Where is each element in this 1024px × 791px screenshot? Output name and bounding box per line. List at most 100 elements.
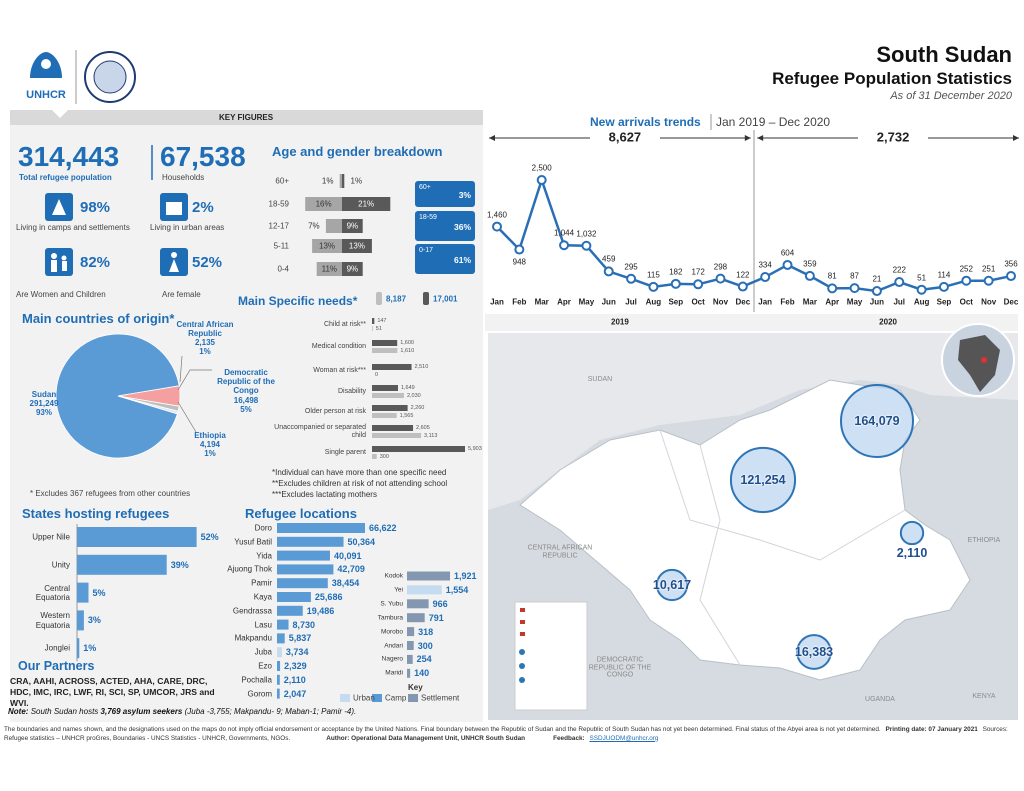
value-label: 16%	[315, 199, 332, 209]
note-text: (Juba -3,755; Makpandu- 9; Maban-1; Pami…	[184, 707, 357, 716]
figure-label: Living in urban areas	[150, 223, 225, 232]
point	[536, 175, 547, 185]
value-label: 604	[780, 248, 795, 258]
icon	[45, 248, 73, 276]
chart-title: Main Specific needs*	[238, 294, 358, 308]
group-box	[415, 181, 475, 207]
category-label: Disability	[337, 387, 366, 395]
value-label: 39%	[170, 559, 189, 570]
value-label: 1,044	[554, 228, 575, 238]
locator	[981, 357, 987, 363]
value-label: 2,047	[283, 688, 307, 699]
value-label: 9%	[346, 264, 359, 274]
category-label: Pamir	[251, 578, 272, 588]
bar	[277, 647, 282, 658]
bar	[372, 454, 377, 459]
slice-label: 5%	[240, 405, 252, 414]
bar	[277, 550, 330, 561]
chart-title: Main countries of origin*	[22, 311, 175, 326]
group-share: 36%	[453, 222, 471, 233]
date: As of 31 December 2020	[890, 90, 1012, 102]
category-label: Central Equatoria	[35, 583, 70, 602]
figure-label: Total refugee population	[19, 173, 112, 182]
bar	[372, 425, 414, 431]
value-label: 9%	[346, 221, 359, 231]
bar	[372, 405, 408, 411]
category-label: Gorom	[247, 689, 272, 698]
value-label: 252	[959, 264, 973, 274]
bar	[277, 619, 289, 630]
value-label: 2,329	[284, 660, 307, 671]
category-label: Ezo	[258, 661, 272, 671]
key-figures-bar	[10, 110, 483, 125]
value-label: 1,032	[576, 229, 597, 239]
chart-title: States hosting refugees	[22, 506, 170, 521]
value-label: 3,113	[424, 432, 438, 439]
x-tick-label: Apr	[557, 297, 571, 307]
bar	[277, 688, 280, 699]
point	[693, 279, 704, 290]
slice-label: Democratic Republic of the Congo	[217, 368, 275, 396]
footnote: ***Excludes lactating mothers	[272, 490, 377, 499]
note-emphasis: 3,769 asylum seekers	[100, 707, 183, 716]
bar	[372, 318, 375, 324]
figure-value: 2%	[192, 199, 214, 216]
symbol	[519, 663, 525, 669]
x-tick-label: Mar	[534, 297, 549, 307]
bar	[316, 262, 342, 276]
group-box	[415, 244, 475, 274]
category-label: Yusuf Batil	[234, 537, 272, 547]
bar	[77, 638, 80, 659]
email[interactable]: SSDJUODM@unhcr.org	[589, 734, 659, 742]
map-bubble	[840, 384, 914, 458]
state-boundary	[699, 444, 741, 666]
footnote: *Individual can have more than one speci…	[272, 468, 447, 477]
value-label: 1,610	[400, 347, 415, 354]
subtitle: Refugee Population Statistics	[772, 69, 1012, 88]
legend-swatch	[372, 694, 382, 702]
partner-logo-inner	[93, 60, 127, 94]
figure-value: 82%	[80, 254, 111, 271]
slice-label: Central African Republic	[176, 320, 234, 339]
group-share: 3%	[458, 190, 471, 201]
logo-text: UNHCR	[26, 89, 66, 101]
slice-label: 16,498	[233, 396, 259, 405]
person	[169, 259, 179, 272]
category-label: Woman at risk***	[313, 366, 366, 374]
bar	[77, 610, 84, 631]
value-label: 1%	[350, 176, 363, 186]
slice-label: 291,249	[29, 399, 59, 408]
figure-value: 67,538	[160, 141, 246, 172]
category-label: Kaya	[253, 592, 272, 602]
bar	[372, 364, 412, 370]
person	[51, 253, 57, 259]
value-label: 42,709	[337, 564, 365, 575]
point	[894, 277, 905, 288]
value-label: 3,734	[285, 647, 309, 658]
value-label: 13%	[348, 241, 365, 251]
category-label: Nagero	[381, 655, 403, 663]
category-label: Kodok	[384, 572, 403, 580]
value-label: 114	[937, 270, 951, 280]
person	[61, 255, 67, 261]
bar	[342, 197, 391, 211]
value-label: 5%	[92, 587, 106, 598]
value-label: 5,903	[468, 445, 482, 452]
value-label: 2,605	[416, 424, 430, 431]
person	[51, 260, 57, 272]
bubble-label: 16,383	[794, 644, 834, 659]
legend-swatch	[408, 694, 418, 702]
value-label: 66,622	[369, 522, 397, 533]
x-tick-label: Nov	[712, 297, 729, 307]
slice-label: 1%	[199, 347, 211, 356]
x-tick-label: Oct	[691, 297, 705, 307]
bar	[277, 564, 334, 575]
bubble-label: 10,617	[652, 577, 692, 592]
value-label: 1%	[83, 643, 97, 654]
point	[559, 240, 570, 251]
x-tick-label: Jan	[758, 297, 773, 307]
value-label: 122	[736, 269, 750, 279]
note-text: South Sudan hosts	[30, 707, 99, 716]
x-tick-label: Mar	[802, 297, 817, 307]
